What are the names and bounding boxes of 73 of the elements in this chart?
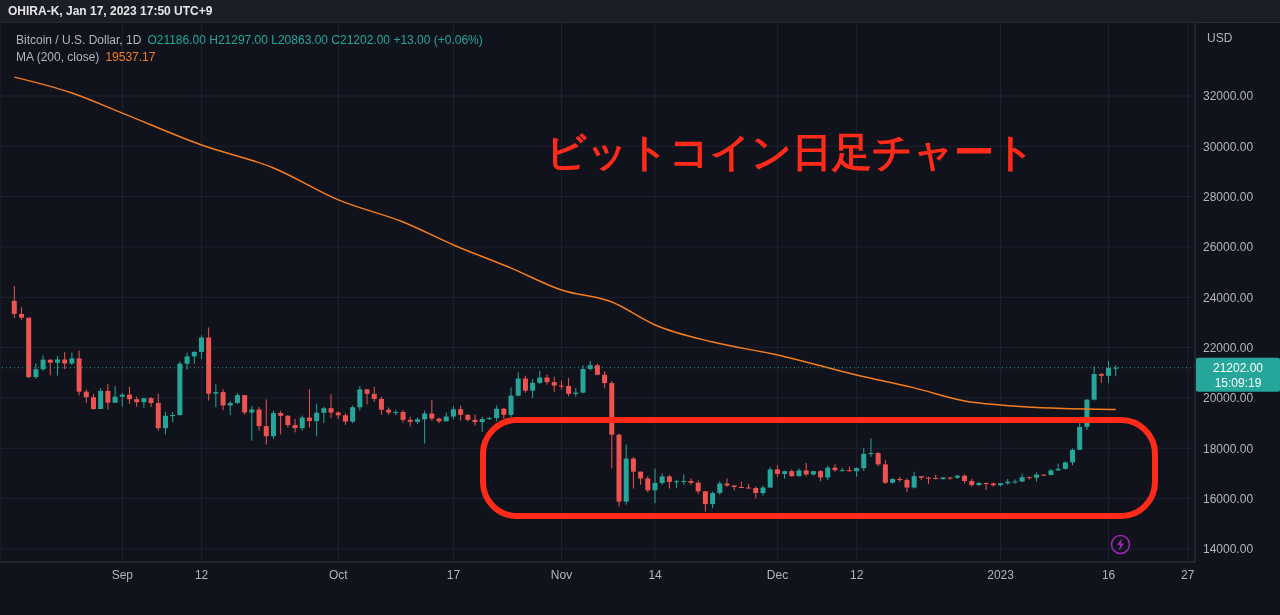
candlestick [256,406,262,432]
candlestick [292,418,298,433]
y-tick-label: 22000.00 [1203,340,1254,355]
y-tick-label: 32000.00 [1203,89,1254,104]
candlestick [148,396,154,408]
x-tick-label: 27 [1181,567,1195,582]
candlestick [141,397,147,409]
x-tick-label: 17 [446,567,461,582]
x-tick-label: Nov [550,567,573,582]
candlestick [530,378,536,399]
candlestick [767,466,773,489]
candlestick [652,468,658,504]
x-tick-label: Sep [111,567,134,582]
candlestick [278,410,284,435]
annotation: O21186.00 H21297.00 L20863.00 C21202.00 +13.00 (+0.06%) [147,33,483,47]
x-tick-label: 2023 [987,567,1015,582]
candlestick [270,410,276,440]
candlestick [162,411,168,435]
ref-line-label: 21202.00 [1212,360,1264,375]
candlestick [882,459,888,485]
candlestick [69,352,75,366]
candlestick [983,481,989,491]
text: Bitcoin / U.S. Dollar, 1D [16,33,142,47]
x-tick-label: 12 [194,567,209,582]
candlestick [11,285,17,319]
candlestick [263,398,269,445]
y-tick-label: 30000.00 [1203,139,1254,154]
candlestick [868,437,874,458]
x-tick-label: 16 [1101,567,1116,582]
y-tick-label: 20000.00 [1203,391,1254,406]
y-tick-label: 14000.00 [1203,542,1254,557]
candlestick [630,456,636,490]
candlestick [515,371,521,397]
candlestick [1012,478,1018,485]
series-label: MA (200, close) [16,50,100,64]
candlestick [472,414,478,427]
text: 15:09:19 [1214,375,1262,390]
y-axis-title: USD [1207,31,1233,45]
candlestick [220,388,226,411]
candlestick [566,377,572,397]
candlestick [429,399,435,422]
candlestick [112,385,118,404]
candlestick [364,388,370,405]
candlestick [249,405,255,442]
candlestick [328,393,334,419]
x-tick-label: Dec [766,567,789,582]
candlestick [170,411,176,423]
candlestick [861,447,867,472]
x-tick-label: 14 [648,567,663,582]
y-tick-label: 16000.00 [1203,491,1254,506]
candlestick [508,386,514,418]
annotation: ビットコイン日足チャート [546,128,1035,177]
candlestick [724,477,730,488]
y-tick-label: 28000.00 [1203,189,1254,204]
line-series [13,76,1117,411]
candlestick [213,383,219,408]
y-tick-label: 26000.00 [1203,240,1254,255]
candlestick [702,490,708,513]
x-tick-label: Oct [329,567,349,582]
candlestick [976,481,982,487]
text: OHIRA-K, Jan 17, 2023 17:50 UTC+9 [8,4,213,18]
y-tick-label: 24000.00 [1203,290,1254,305]
x-tick-label: 12 [849,567,864,582]
y-tick-label: 18000.00 [1203,441,1254,456]
candlestick [378,396,384,416]
candlestick [681,473,687,486]
candlestick [947,476,953,481]
candlestick [688,477,694,486]
annotation: 19537.17 [105,50,156,64]
candlestick [314,403,320,437]
candlestick [357,385,363,412]
candlestick [198,334,204,360]
candlestick [105,383,111,411]
